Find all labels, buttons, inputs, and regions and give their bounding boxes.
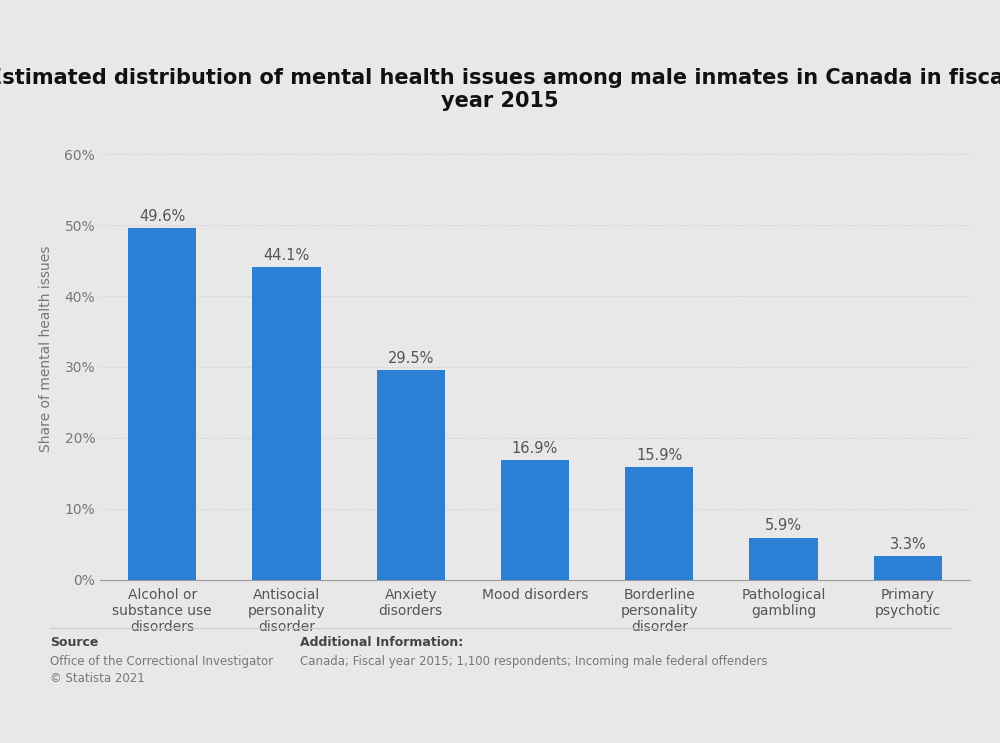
- Bar: [625, 467, 693, 580]
- Text: 16.9%: 16.9%: [512, 441, 558, 455]
- Text: 3.3%: 3.3%: [889, 537, 926, 552]
- Bar: [128, 228, 196, 580]
- Text: Canada; Fiscal year 2015; 1,100 respondents; Incoming male federal offenders: Canada; Fiscal year 2015; 1,100 responde…: [300, 655, 768, 668]
- Text: 5.9%: 5.9%: [765, 519, 802, 533]
- Y-axis label: Share of mental health issues: Share of mental health issues: [39, 246, 53, 452]
- Bar: [749, 538, 818, 580]
- Text: Office of the Correctional Investigator: Office of the Correctional Investigator: [50, 655, 273, 668]
- Text: Estimated distribution of mental health issues among male inmates in Canada in f: Estimated distribution of mental health …: [0, 68, 1000, 111]
- Text: 15.9%: 15.9%: [636, 447, 682, 463]
- Text: 44.1%: 44.1%: [263, 247, 310, 263]
- Bar: [874, 557, 942, 580]
- Text: Source: Source: [50, 637, 98, 649]
- Bar: [252, 267, 321, 580]
- Bar: [377, 371, 445, 580]
- Text: 49.6%: 49.6%: [139, 209, 185, 224]
- Text: Additional Information:: Additional Information:: [300, 637, 463, 649]
- Text: © Statista 2021: © Statista 2021: [50, 672, 145, 685]
- Bar: [501, 460, 569, 580]
- Text: 29.5%: 29.5%: [388, 351, 434, 366]
